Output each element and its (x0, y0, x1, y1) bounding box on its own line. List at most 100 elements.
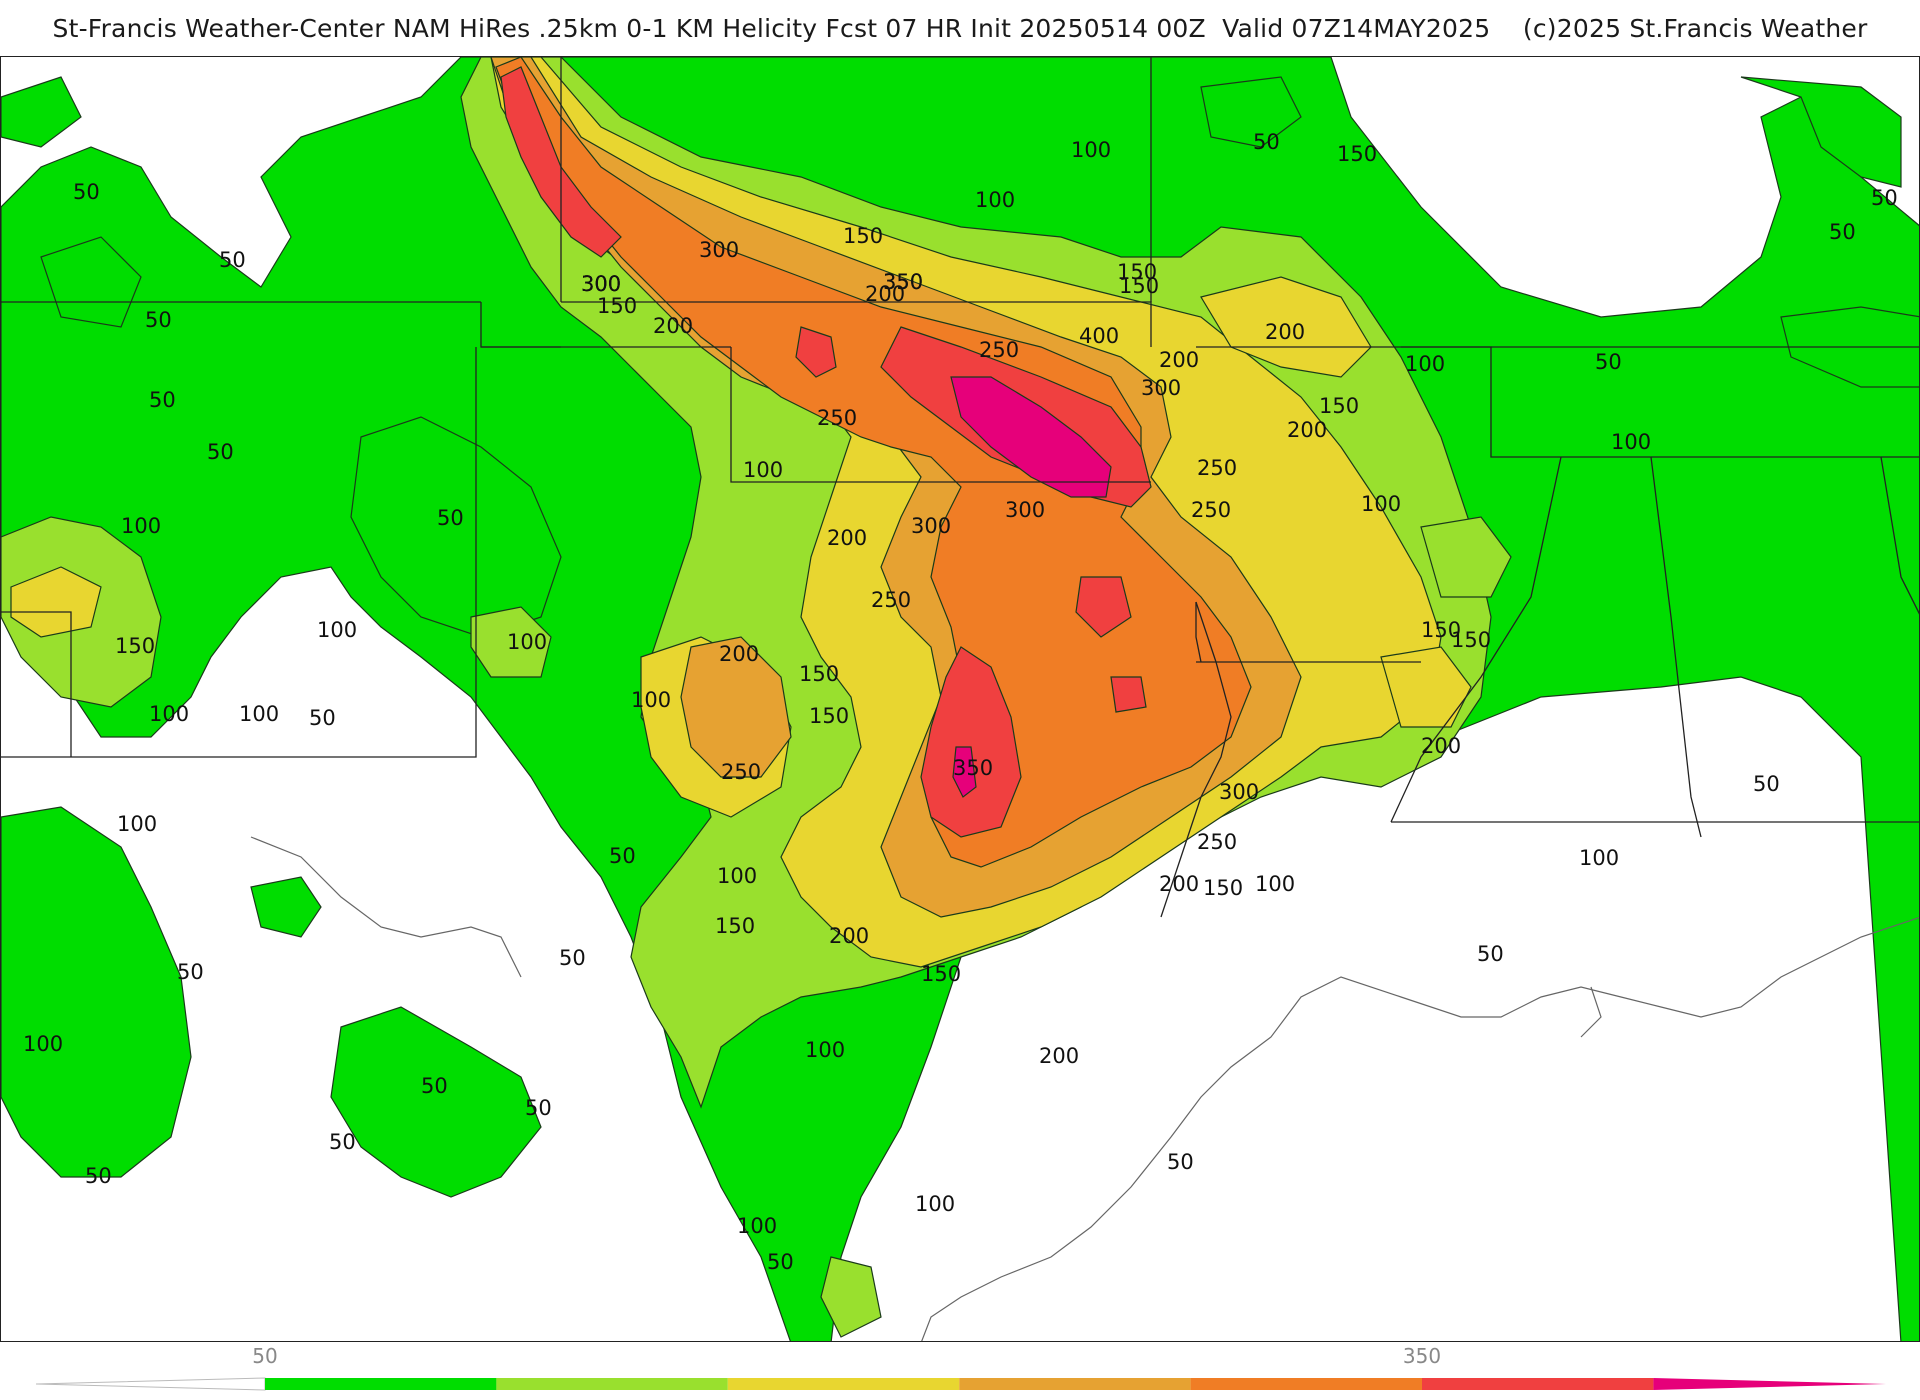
contour-label: 50 (525, 1096, 552, 1120)
legend-swatch (496, 1378, 728, 1390)
contour-label: 200 (1287, 418, 1327, 442)
contour-label: 100 (149, 702, 189, 726)
contour-label: 200 (865, 282, 905, 306)
contour-label: 150 (1119, 274, 1159, 298)
contour-label: 350 (883, 270, 923, 294)
contour-label: 250 (871, 588, 911, 612)
contour-label: 250 (817, 406, 857, 430)
contour-label: 100 (1611, 430, 1651, 454)
contour-label: 200 (1039, 1044, 1079, 1068)
contour-label: 100 (1405, 352, 1445, 376)
contour-label: 50 (767, 1250, 794, 1274)
contour-label: 300 (1141, 376, 1181, 400)
contour-label: 200 (1421, 734, 1461, 758)
contour-label: 150 (1421, 618, 1461, 642)
state-borders (1, 57, 1919, 918)
contour-label: 50 (309, 706, 336, 730)
contour-label: 50 (1167, 1150, 1194, 1174)
contour-label: 50 (1477, 942, 1504, 966)
contour-label: 100 (23, 1032, 63, 1056)
contour-label: 100 (805, 1038, 845, 1062)
contour-fill-400 (950, 376, 1112, 798)
legend-swatch (265, 1378, 497, 1390)
contour-label: 100 (915, 1192, 955, 1216)
contour-label: 150 (809, 704, 849, 728)
contour-label: 300 (699, 238, 739, 262)
contour-label: 250 (1191, 498, 1231, 522)
contour-label: 100 (1255, 872, 1295, 896)
contour-label: 200 (653, 314, 693, 338)
contour-label: 50 (559, 946, 586, 970)
contour-label: 100 (117, 812, 157, 836)
contour-label: 150 (843, 224, 883, 248)
legend-swatch (727, 1378, 960, 1390)
contour-label: 150 (1203, 876, 1243, 900)
legend-swatch (1422, 1378, 1654, 1390)
color-legend: 50 350 (0, 1344, 1920, 1400)
legend-swatch (1190, 1378, 1422, 1390)
contour-label: 200 (827, 526, 867, 550)
contour-label: 150 (115, 634, 155, 658)
contour-label: 100 (1071, 138, 1111, 162)
legend-tick-label: 50 (252, 1344, 278, 1368)
contour-label: 100 (507, 630, 547, 654)
contour-label: 50 (73, 180, 100, 204)
contour-fill-300 (495, 57, 1252, 868)
helicity-map: 50 50 50 50 50 50 50 50 50 50 50 50 50 5… (0, 56, 1920, 1342)
legend-tick-label: 350 (1402, 1344, 1442, 1368)
contour-label: 300 (581, 272, 621, 296)
contour-label: 50 (177, 960, 204, 984)
contour-label: 50 (1871, 186, 1898, 210)
legend-swatch (959, 1378, 1191, 1390)
contour-label: 50 (1253, 130, 1280, 154)
coastline (250, 836, 1919, 1341)
contour-label: 50 (219, 248, 246, 272)
contour-label: 150 (1117, 260, 1157, 284)
contour-label: 50 (609, 844, 636, 868)
contour-label: 100 (743, 458, 783, 482)
contour-label: 50 (149, 388, 176, 412)
contour-label: 100 (1361, 492, 1401, 516)
contour-label: 100 (317, 618, 357, 642)
contour-label: 200 (829, 924, 869, 948)
contour-label: 100 (737, 1214, 777, 1238)
contour-label: 50 (1829, 220, 1856, 244)
contour-label: 100 (121, 514, 161, 538)
contour-label: 150 (799, 662, 839, 686)
contour-label: 300 (1005, 498, 1045, 522)
contour-label: 50 (329, 1130, 356, 1154)
contour-label: 250 (979, 338, 1019, 362)
contour-label: 50 (421, 1074, 448, 1098)
contour-label: 100 (975, 188, 1015, 212)
legend-wedge-right (1653, 1378, 1886, 1390)
contour-label: 250 (1197, 456, 1237, 480)
contour-label: 150 (1319, 394, 1359, 418)
contour-label: 200 (1265, 320, 1305, 344)
contour-label: 50 (437, 506, 464, 530)
contour-label: 250 (721, 760, 761, 784)
contour-label: 50 (207, 440, 234, 464)
contour-labels: 50 50 50 50 50 50 50 50 50 50 50 50 50 5… (23, 130, 1898, 1274)
contour-label: 200 (1159, 872, 1199, 896)
contour-label: 350 (883, 270, 923, 294)
contour-label: 50 (1595, 350, 1622, 374)
contour-label: 100 (1579, 846, 1619, 870)
contour-label: 100 (239, 702, 279, 726)
legend-wedge-left (35, 1377, 266, 1391)
contour-label: 150 (1337, 142, 1377, 166)
map-title: St-Francis Weather-Center NAM HiRes .25k… (52, 14, 1868, 43)
contour-label: 50 (145, 308, 172, 332)
contour-label: 300 (581, 272, 621, 296)
contour-label: 300 (911, 514, 951, 538)
contour-label: 100 (631, 688, 671, 712)
contour-label: 350 (953, 756, 993, 780)
contour-label: 50 (85, 1164, 112, 1188)
helicity-map-svg: 50 50 50 50 50 50 50 50 50 50 50 50 50 5… (1, 57, 1919, 1341)
contour-label: 300 (581, 272, 621, 296)
contour-label: 400 (1079, 324, 1119, 348)
contour-label: 200 (1159, 348, 1199, 372)
contour-label: 150 (1451, 628, 1491, 652)
contour-label: 100 (717, 864, 757, 888)
contour-label: 150 (715, 914, 755, 938)
contour-label: 250 (1197, 830, 1237, 854)
